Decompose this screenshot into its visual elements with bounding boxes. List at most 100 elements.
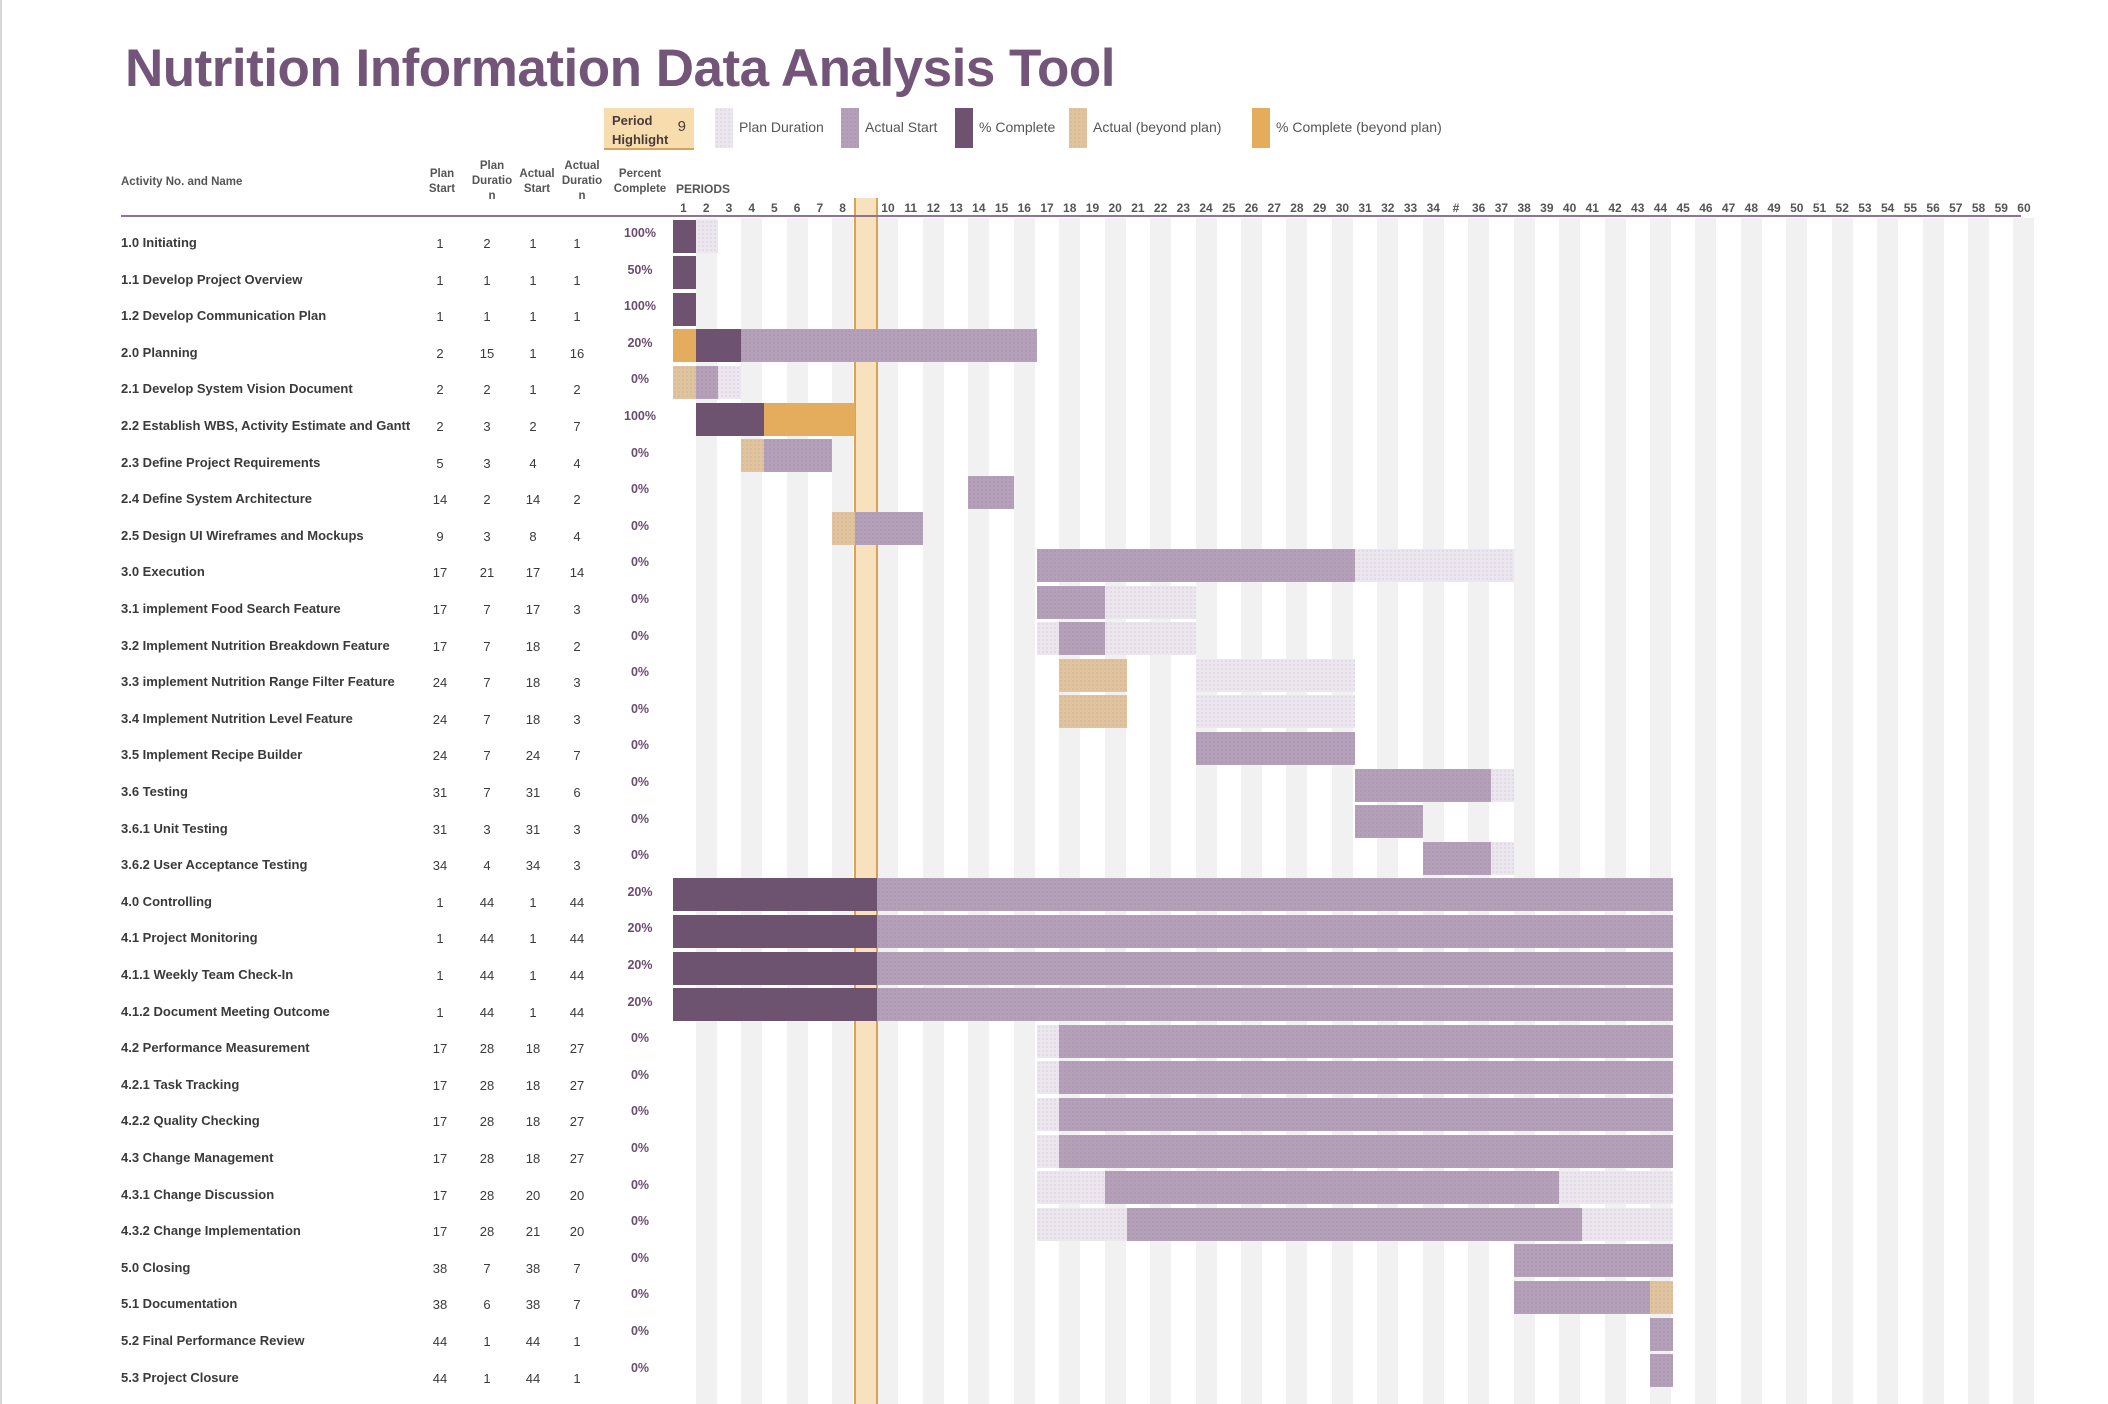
- percent-complete: 0%: [630, 592, 650, 606]
- period-number: 56: [1926, 201, 1940, 215]
- cell-plan-duration: 7: [483, 602, 491, 617]
- legend-swatch: [1252, 108, 1270, 148]
- cell-plan-start: 1: [436, 309, 444, 325]
- period-number: 10: [881, 201, 895, 215]
- activity-name: 4.2.2 Quality Checking: [121, 1113, 260, 1129]
- period-number: 14: [972, 201, 986, 215]
- period-number: 42: [1608, 201, 1622, 215]
- period-number: 2: [702, 201, 710, 215]
- cell-plan-start: 44: [432, 1370, 448, 1386]
- cell-actual-duration: 7: [573, 748, 581, 764]
- actual-bar: [1059, 1134, 1673, 1168]
- cell-plan-duration: 1: [483, 272, 491, 288]
- period-highlight-box[interactable]: Period Highlight 9: [604, 108, 694, 150]
- period-highlight-value[interactable]: 9: [677, 118, 686, 135]
- actual-bar: [1059, 1061, 1673, 1095]
- window-edge: [0, 0, 2, 1404]
- legend-swatch: [1069, 108, 1087, 148]
- plan-duration-bar: [1195, 658, 1355, 692]
- cell-actual-duration: 3: [573, 602, 581, 617]
- percent-complete-bar: [673, 256, 696, 290]
- period-number: 28: [1290, 201, 1304, 215]
- actual-bar: [1104, 1171, 1560, 1205]
- period-number: #: [1452, 201, 1460, 215]
- cell-plan-start: 1: [436, 968, 444, 983]
- actual-bar: [1059, 1097, 1673, 1131]
- legend-swatch: [715, 108, 733, 148]
- cell-plan-duration: 28: [479, 1041, 495, 1057]
- percent-complete-bar: [695, 329, 742, 363]
- percent-complete-bar: [673, 219, 696, 253]
- activity-name: 5.2 Final Performance Review: [121, 1333, 305, 1348]
- percent-complete: 0%: [630, 372, 650, 387]
- period-highlight-label: Period Highlight: [612, 113, 669, 147]
- actual-bar: [1127, 1207, 1582, 1241]
- period-number: 34: [1426, 201, 1440, 215]
- period-number: 44: [1653, 201, 1668, 215]
- percent-complete: 20%: [627, 994, 653, 1009]
- activity-name: 4.1.2 Document Meeting Outcome: [121, 1003, 330, 1019]
- cell-actual-start: 31: [525, 785, 541, 800]
- cell-actual-start: 18: [525, 1077, 541, 1093]
- period-column-shade: [1786, 218, 1808, 1404]
- cell-actual-start: 18: [525, 711, 541, 727]
- cell-actual-duration: 1: [573, 272, 581, 288]
- cell-plan-duration: 7: [483, 638, 491, 654]
- period-column-shade: [695, 218, 717, 1404]
- period-number: 4: [748, 201, 755, 215]
- actual-beyond-plan-bar: [1059, 658, 1128, 692]
- period-column-shade: [1877, 218, 1899, 1404]
- cell-plan-start: 9: [436, 528, 444, 544]
- actual-bar: [1649, 1354, 1673, 1388]
- cell-actual-duration: 14: [569, 565, 585, 581]
- activity-name: 5.0 Closing: [121, 1259, 191, 1275]
- cell-plan-start: 14: [432, 492, 448, 508]
- cell-plan-start: 24: [432, 675, 448, 691]
- cell-actual-start: 21: [525, 1224, 541, 1240]
- cell-plan-duration: 2: [483, 236, 491, 251]
- actual-beyond-plan-bar: [832, 512, 855, 546]
- activity-name: 2.4 Define System Architecture: [121, 491, 312, 507]
- period-number: 36: [1472, 201, 1486, 215]
- cell-actual-duration: 20: [569, 1187, 585, 1203]
- period-column-shade: [922, 218, 944, 1404]
- activity-name: 2.1 Develop System Vision Document: [121, 381, 353, 397]
- cell-actual-start: 18: [525, 1151, 541, 1166]
- activity-name: 1.2 Develop Communication Plan: [121, 308, 327, 324]
- activity-name: 3.1 implement Food Search Feature: [121, 601, 341, 616]
- cell-actual-duration: 27: [569, 1151, 585, 1166]
- percent-complete: 0%: [630, 1067, 650, 1082]
- actual-bar: [1649, 1317, 1673, 1351]
- period-number: 59: [1994, 201, 2008, 215]
- activity-name: 3.6 Testing: [121, 784, 188, 799]
- cell-plan-start: 17: [432, 1077, 448, 1093]
- cell-actual-start: 14: [525, 492, 541, 508]
- period-number: 19: [1085, 201, 1100, 215]
- cell-actual-start: 1: [529, 894, 537, 910]
- cell-plan-duration: 7: [483, 675, 491, 691]
- period-number: 43: [1631, 201, 1645, 215]
- period-number: 25: [1222, 201, 1236, 215]
- cell-plan-duration: 3: [483, 455, 491, 471]
- period-column-shade: [1740, 218, 1762, 1404]
- percent-complete-bar: [673, 292, 696, 326]
- activity-name: 4.2 Performance Measurement: [121, 1040, 310, 1056]
- activity-name: 5.1 Documentation: [121, 1296, 238, 1312]
- cell-actual-start: 1: [529, 345, 537, 361]
- percent-complete-bar: [673, 951, 878, 985]
- percent-complete: 50%: [627, 262, 653, 277]
- header-percent-complete: Percent Complete: [613, 168, 667, 195]
- cell-actual-duration: 27: [569, 1114, 585, 1130]
- percent-complete: 20%: [627, 921, 653, 936]
- cell-actual-start: 38: [525, 1297, 541, 1313]
- period-number: 38: [1517, 201, 1531, 215]
- cell-actual-start: 24: [525, 748, 541, 764]
- cell-actual-start: 38: [525, 1260, 541, 1276]
- cell-plan-duration: 28: [479, 1187, 495, 1203]
- actual-bar: [695, 365, 719, 399]
- percent-complete: 0%: [630, 628, 650, 643]
- actual-bar: [1354, 768, 1491, 802]
- activity-name: 4.1 Project Monitoring: [121, 930, 258, 946]
- cell-plan-start: 24: [432, 748, 448, 764]
- period-column-shade: [2013, 218, 2035, 1404]
